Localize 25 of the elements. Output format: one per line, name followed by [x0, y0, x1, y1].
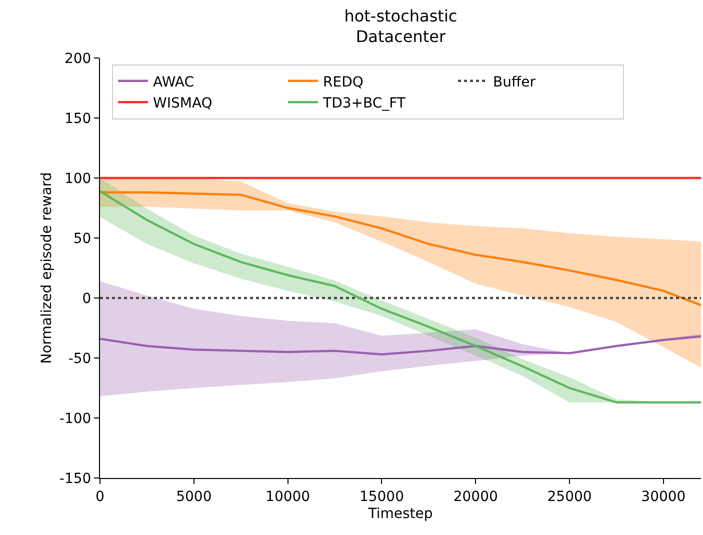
- x-tick-label: 25000: [547, 488, 592, 505]
- legend-label: REDQ: [323, 74, 364, 90]
- x-tick-label: 5000: [176, 488, 212, 505]
- y-tick-label: -150: [59, 470, 92, 487]
- line-series: [100, 335, 701, 356]
- legend-label: WISMAQ: [153, 96, 212, 112]
- x-tick-label: 30000: [641, 488, 686, 505]
- y-tick-label: 50: [73, 230, 92, 247]
- x-tick-label: 0: [96, 488, 104, 505]
- legend-label: AWAC: [153, 74, 194, 90]
- y-tick-label: -100: [59, 410, 92, 427]
- y-axis-title: Normalized episode reward: [39, 172, 56, 364]
- legend-label: TD3+BC_FT: [322, 96, 406, 112]
- y-tick-label: 100: [64, 170, 92, 187]
- x-tick-label: 10000: [266, 488, 310, 505]
- x-tick-label: 15000: [359, 488, 404, 505]
- line-series: [100, 191, 701, 306]
- y-tick-label: 0: [82, 290, 92, 307]
- legend-label: Buffer: [493, 74, 536, 90]
- y-tick-label: 200: [64, 50, 92, 67]
- chart-title: hot-stochastic Datacenter: [344, 6, 458, 46]
- y-tick-label: -50: [68, 350, 92, 367]
- x-axis-title: Timestep: [367, 506, 433, 522]
- x-tick-label: 20000: [453, 488, 498, 505]
- y-tick-label: 150: [64, 110, 92, 127]
